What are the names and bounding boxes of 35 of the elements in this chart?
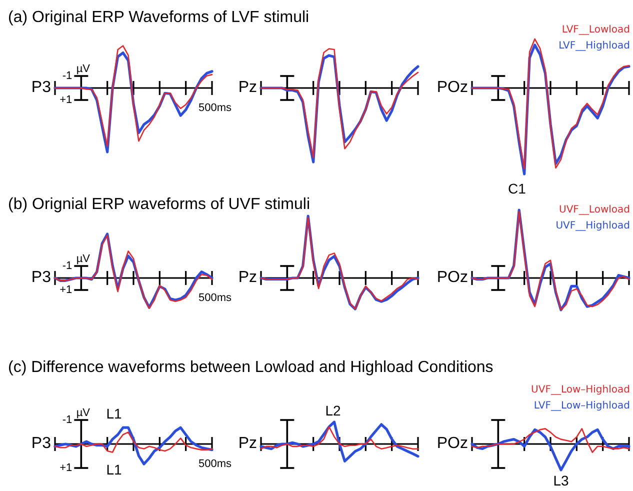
text: L2 xyxy=(325,402,341,419)
text: Pz xyxy=(238,79,257,96)
series-label: LVF__Low–Highload xyxy=(534,400,630,412)
annotation: µV xyxy=(76,62,91,75)
annotation: 500ms xyxy=(198,292,232,304)
text: µV xyxy=(76,406,91,419)
chart-title: (b) Orignial ERP waveforms of UVF stimuli xyxy=(8,196,310,214)
annotation: µV xyxy=(76,252,91,265)
text: C1 xyxy=(508,180,526,197)
text: (c) Difference waveforms between Lowload and Highload Conditions xyxy=(8,359,494,376)
text: P3 xyxy=(31,79,52,96)
text: P3 xyxy=(31,435,52,452)
annotation: 500ms xyxy=(198,458,232,470)
text: UVF__Lowload xyxy=(559,204,630,216)
text: P3 xyxy=(31,269,52,286)
annotation: 500ms xyxy=(198,102,232,114)
text: UVF__Low–Highload xyxy=(531,384,630,396)
annotation: L1 xyxy=(106,462,122,478)
text: L1 xyxy=(106,406,122,422)
annotation: +1 xyxy=(60,462,72,474)
annotation: -1 xyxy=(62,70,72,82)
text: UVF__Highload xyxy=(556,220,630,232)
chart-title: (a) Original ERP Waveforms of LVF stimuli xyxy=(8,9,310,26)
chart-subtitle: POz xyxy=(436,435,468,452)
text: LVF__Lowload xyxy=(562,24,630,36)
text: POz xyxy=(436,269,468,286)
text: -1 xyxy=(62,414,72,426)
annotation: +1 xyxy=(60,94,72,106)
text: Pz xyxy=(238,269,257,286)
series-label: LVF__Highload xyxy=(558,40,630,52)
annotation: +1 xyxy=(60,284,72,296)
text: L3 xyxy=(553,472,569,489)
annotation: -1 xyxy=(62,260,72,272)
text: Pz xyxy=(238,435,257,452)
text: POz xyxy=(436,79,468,96)
